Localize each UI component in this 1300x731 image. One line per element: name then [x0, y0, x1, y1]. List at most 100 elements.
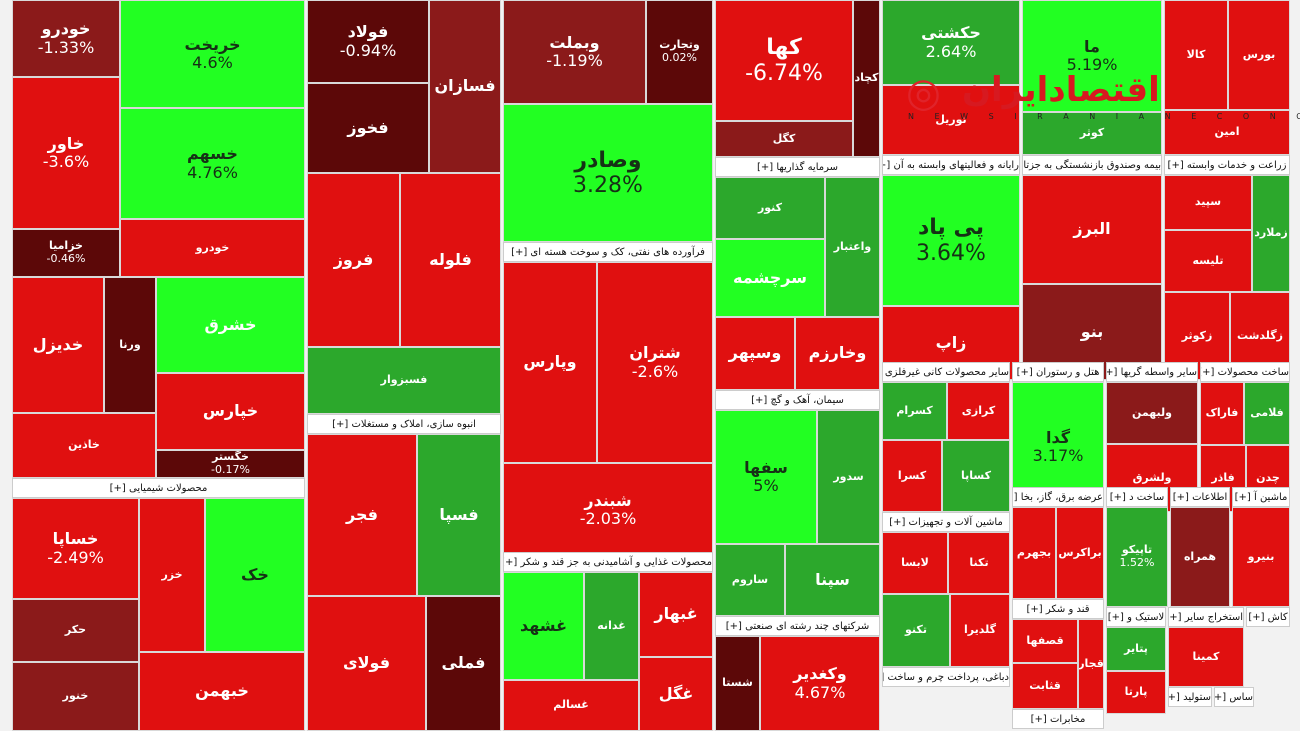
- sector-header[interactable]: شرکتهای چند رشته ای صنعتی [+]: [715, 616, 880, 636]
- treemap-tile[interactable]: قجار: [1078, 619, 1104, 709]
- treemap-tile[interactable]: زملارد: [1252, 175, 1290, 292]
- treemap-tile[interactable]: سپید: [1164, 175, 1252, 230]
- treemap-tile[interactable]: لابسا: [882, 532, 948, 594]
- treemap-tile[interactable]: وکغدیر 4.67%: [760, 636, 880, 731]
- treemap-tile[interactable]: خودرو: [120, 219, 305, 277]
- treemap-tile[interactable]: تاپیکو 1.52%: [1106, 507, 1168, 607]
- treemap-tile[interactable]: خریخت 4.6%: [120, 0, 305, 108]
- treemap-tile[interactable]: فجر: [307, 434, 417, 596]
- treemap-tile[interactable]: کچاد: [853, 0, 880, 157]
- treemap-tile[interactable]: فملی: [426, 596, 501, 731]
- sector-header[interactable]: عرضه برق، گاز، بخا [+]: [1012, 487, 1104, 507]
- sector-header[interactable]: ستولید [+]: [1168, 687, 1212, 707]
- treemap-tile[interactable]: حکشتی 2.64%: [882, 0, 1020, 85]
- treemap-tile[interactable]: کسرا: [882, 440, 942, 512]
- sector-header[interactable]: ساخت د [+]: [1106, 487, 1168, 507]
- sector-header[interactable]: زراعت و خدمات وابسته [+]: [1164, 155, 1290, 175]
- sector-header[interactable]: سرمایه گذاریها [+]: [715, 157, 880, 177]
- treemap-tile[interactable]: سدور: [817, 410, 880, 544]
- treemap-tile[interactable]: فولاد -0.94%: [307, 0, 429, 83]
- treemap-tile[interactable]: فلامی: [1244, 382, 1290, 445]
- treemap-tile[interactable]: قصفها: [1012, 619, 1078, 663]
- treemap-tile[interactable]: تلیسه: [1164, 230, 1252, 292]
- treemap-tile[interactable]: وپارس: [503, 262, 597, 463]
- sector-header[interactable]: استخراج سایر [+]: [1168, 607, 1244, 627]
- sector-header[interactable]: ساس [+]: [1214, 687, 1254, 707]
- treemap-tile[interactable]: غبهار: [639, 572, 713, 657]
- treemap-tile[interactable]: براکرس: [1056, 507, 1104, 599]
- treemap-tile[interactable]: سفها 5%: [715, 410, 817, 544]
- treemap-tile[interactable]: فسبزوار: [307, 347, 501, 414]
- treemap-tile[interactable]: خسهم 4.76%: [120, 108, 305, 219]
- sector-header[interactable]: سایر واسطه گریها [+]: [1106, 362, 1198, 382]
- treemap-tile[interactable]: ورنا: [104, 277, 156, 413]
- sector-header[interactable]: دباغی، پرداخت چرم و ساخت [+]: [882, 667, 1010, 687]
- treemap-tile[interactable]: خشرق: [156, 277, 305, 373]
- treemap-tile[interactable]: وخارزم: [795, 317, 880, 390]
- treemap-tile[interactable]: تکنو: [882, 594, 950, 667]
- treemap-tile[interactable]: پارتا: [1106, 671, 1166, 714]
- sector-header[interactable]: فرآورده های نفتی، کک و سوخت هسته ای [+]: [503, 242, 713, 262]
- sector-header[interactable]: محصولات شیمیایی [+]: [12, 478, 305, 498]
- sector-header[interactable]: بیمه وصندوق بازنشستگی به جزتا [+]: [1022, 155, 1162, 175]
- treemap-tile[interactable]: توریل: [882, 85, 1020, 155]
- treemap-tile[interactable]: ساروم: [715, 544, 785, 616]
- treemap-tile[interactable]: فاراک: [1200, 382, 1244, 445]
- treemap-tile[interactable]: کها -6.74%: [715, 0, 853, 121]
- sector-header[interactable]: انبوه سازی، املاک و مستغلات [+]: [307, 414, 501, 434]
- sector-header[interactable]: سیمان، آهک و گچ [+]: [715, 390, 880, 410]
- treemap-tile[interactable]: وسپهر: [715, 317, 795, 390]
- treemap-tile[interactable]: کرازی: [947, 382, 1010, 440]
- treemap-tile[interactable]: خک: [205, 498, 305, 652]
- sector-header[interactable]: لاستیک و [+]: [1106, 607, 1166, 627]
- treemap-tile[interactable]: غشهد: [503, 572, 584, 680]
- treemap-tile[interactable]: کمینا: [1168, 627, 1244, 687]
- treemap-tile[interactable]: شستا: [715, 636, 760, 731]
- treemap-tile[interactable]: ولبهمن: [1106, 382, 1198, 444]
- treemap-tile[interactable]: سرچشمه: [715, 239, 825, 317]
- sector-header[interactable]: محصولات غذایی و آشامیدنی به جز قند و شکر…: [503, 552, 713, 572]
- treemap-tile[interactable]: گلدیرا: [950, 594, 1010, 667]
- treemap-tile[interactable]: کسرام: [882, 382, 947, 440]
- sector-header[interactable]: رایانه و فعالیتهای وابسته به آن [+]: [882, 155, 1020, 175]
- sector-header[interactable]: ماشین آلات و تجهیزات [+]: [882, 512, 1010, 532]
- treemap-tile[interactable]: شتران -2.6%: [597, 262, 713, 463]
- treemap-tile[interactable]: کگل: [715, 121, 853, 157]
- sector-header[interactable]: هتل و رستوران [+]: [1012, 362, 1104, 382]
- treemap-tile[interactable]: فروز: [307, 173, 400, 347]
- treemap-tile[interactable]: بورس: [1228, 0, 1290, 110]
- treemap-tile[interactable]: خزامیا -0.46%: [12, 229, 120, 277]
- treemap-tile[interactable]: حکر: [12, 599, 139, 662]
- treemap-tile[interactable]: فلوله: [400, 173, 501, 347]
- treemap-tile[interactable]: سپنا: [785, 544, 880, 616]
- sector-header[interactable]: مخابرات [+]: [1012, 709, 1104, 729]
- treemap-tile[interactable]: تکنا: [948, 532, 1010, 594]
- treemap-tile[interactable]: بنیرو: [1232, 507, 1290, 607]
- treemap-tile[interactable]: خپارس: [156, 373, 305, 450]
- treemap-tile[interactable]: پتایر: [1106, 627, 1166, 671]
- treemap-tile[interactable]: خبهمن: [139, 652, 305, 731]
- treemap-tile[interactable]: خزر: [139, 498, 205, 652]
- treemap-tile[interactable]: غسالم: [503, 680, 639, 731]
- treemap-tile[interactable]: شبندر -2.03%: [503, 463, 713, 557]
- sector-header[interactable]: ماشین آ [+]: [1232, 487, 1290, 507]
- treemap-tile[interactable]: کوثر: [1022, 112, 1162, 155]
- treemap-tile[interactable]: فسازان: [429, 0, 501, 173]
- treemap-tile[interactable]: وبملت -1.19%: [503, 0, 646, 104]
- treemap-tile[interactable]: واعتبار: [825, 177, 880, 317]
- treemap-tile[interactable]: کساپا: [942, 440, 1010, 512]
- treemap-tile[interactable]: پی پاد 3.64%: [882, 175, 1020, 306]
- treemap-tile[interactable]: کالا: [1164, 0, 1228, 110]
- treemap-tile[interactable]: همراه: [1170, 507, 1230, 607]
- treemap-tile[interactable]: خدیزل: [12, 277, 104, 413]
- treemap-tile[interactable]: فسپا: [417, 434, 501, 596]
- treemap-tile[interactable]: خگستر -0.17%: [156, 450, 305, 478]
- treemap-tile[interactable]: وتجارت 0.02%: [646, 0, 713, 104]
- treemap-tile[interactable]: فخوز: [307, 83, 429, 173]
- sector-header[interactable]: قند و شکر [+]: [1012, 599, 1104, 619]
- treemap-tile[interactable]: فولای: [307, 596, 426, 731]
- treemap-tile[interactable]: البرز: [1022, 175, 1162, 284]
- treemap-tile[interactable]: وصادر 3.28%: [503, 104, 713, 242]
- treemap-tile[interactable]: امین: [1164, 110, 1290, 155]
- treemap-tile[interactable]: خنور: [12, 662, 139, 731]
